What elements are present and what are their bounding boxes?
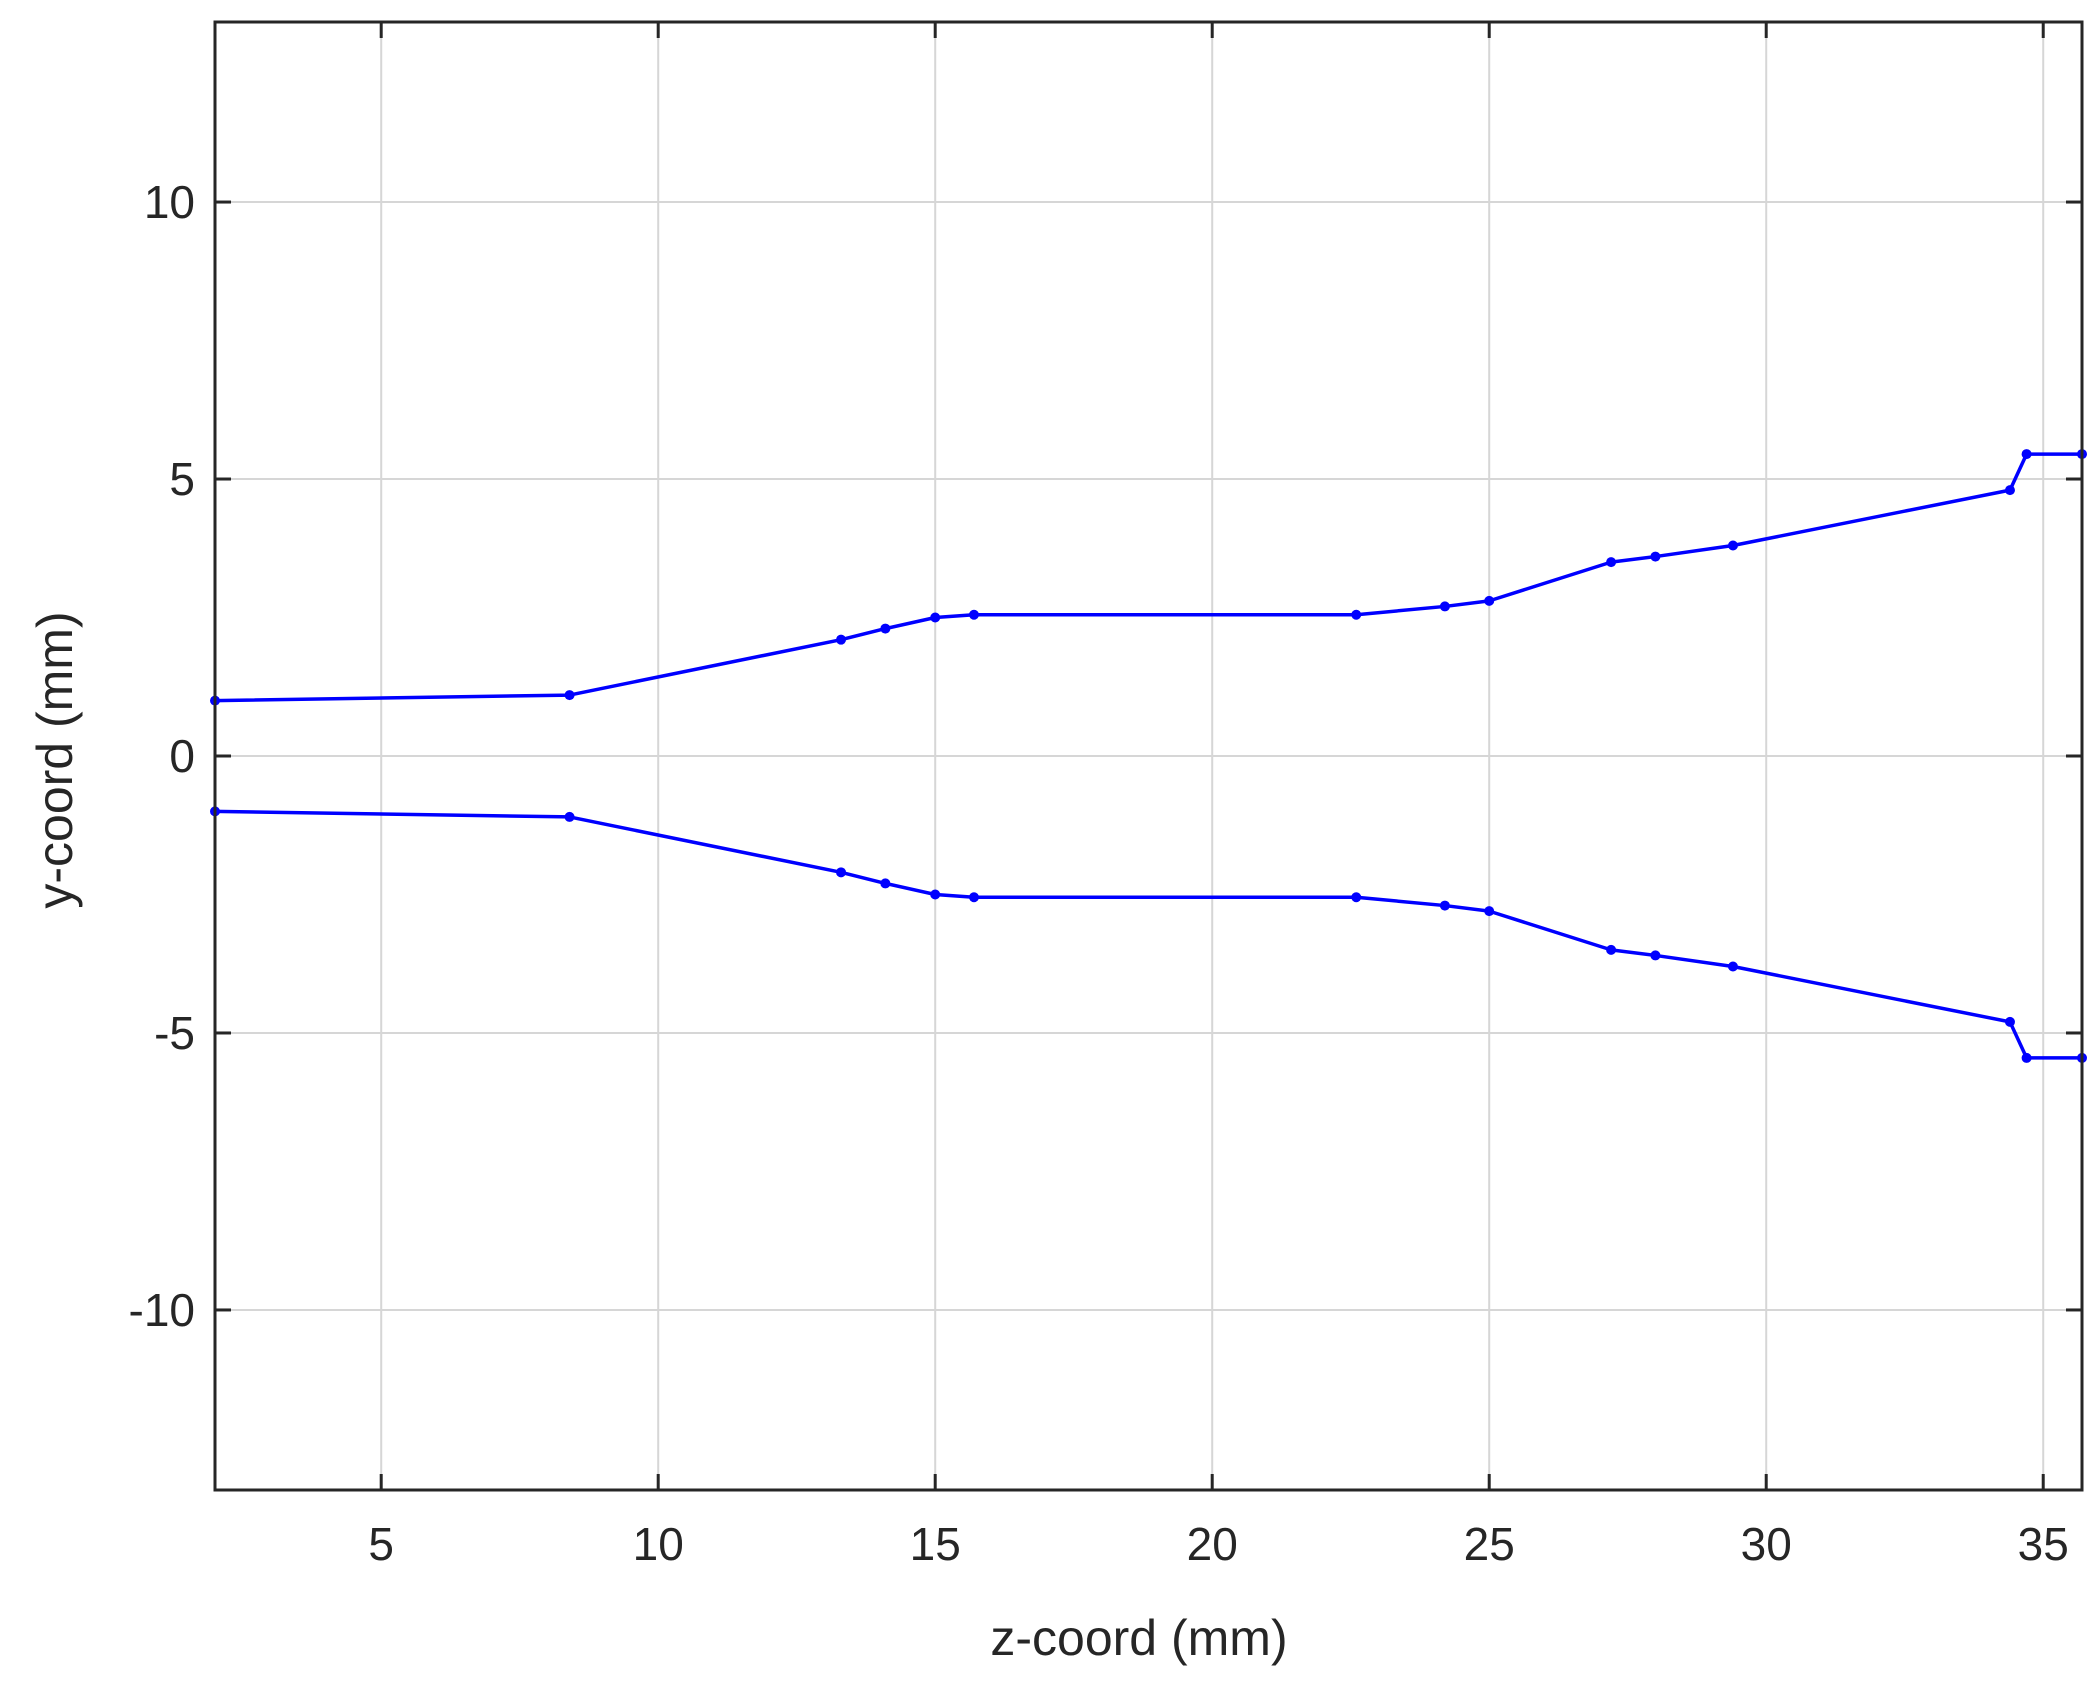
data-point [1650,551,1661,562]
data-point [880,878,891,889]
data-point [930,612,941,623]
series-1 [210,449,2087,706]
data-point [880,623,891,634]
data-point [836,867,847,878]
data-point [1351,892,1362,903]
data-point [2021,1052,2032,1063]
data-point [2021,449,2032,460]
y-tick-label: -10 [129,1284,195,1336]
data-point [1439,900,1450,911]
data-point [1650,950,1661,961]
series-2 [210,806,2087,1063]
data-point [930,889,941,900]
x-tick-label: 10 [633,1518,684,1570]
x-axis-ticks: 5 10 15 20 25 30 35 [368,22,2069,1570]
data-point [2004,1016,2015,1027]
x-tick-label: 15 [910,1518,961,1570]
data-point [1351,609,1362,620]
y-axis-label: y-coord (mm) [27,611,83,908]
data-point [968,892,979,903]
data-point [564,690,575,701]
x-tick-label: 20 [1187,1518,1238,1570]
data-point [968,609,979,620]
data-point [564,811,575,822]
data-point [1484,906,1495,917]
x-tick-label: 5 [368,1518,394,1570]
data-point [1439,601,1450,612]
x-tick-label: 30 [1741,1518,1792,1570]
grid-lines [215,22,2082,1490]
x-tick-label: 35 [2018,1518,2069,1570]
y-tick-label: -5 [154,1007,195,1059]
data-point [1727,961,1738,972]
y-tick-label: 0 [169,730,195,782]
y-axis-ticks: -10 -5 0 5 10 [129,176,2082,1336]
y-tick-label: 5 [169,453,195,505]
data-series [210,449,2087,1063]
x-axis-label: z-coord (mm) [990,1610,1287,1666]
x-tick-label: 25 [1464,1518,1515,1570]
data-point [1606,944,1617,955]
data-point [836,634,847,645]
y-tick-label: 10 [144,176,195,228]
data-point [1606,557,1617,568]
data-point [1727,540,1738,551]
data-point [1484,595,1495,606]
data-point [2004,485,2015,496]
